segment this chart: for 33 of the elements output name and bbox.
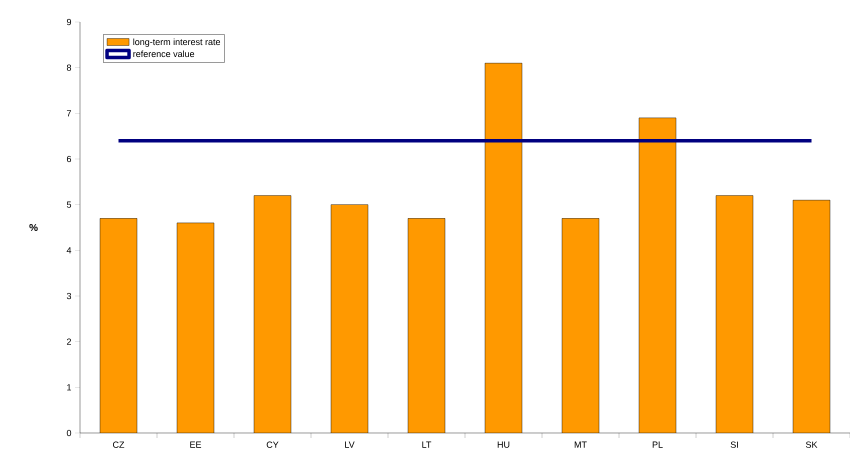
- y-tick-label: 8: [66, 64, 72, 71]
- bar: [485, 63, 522, 433]
- bar: [562, 218, 600, 433]
- x-tick-label: MT: [574, 442, 587, 448]
- x-tick-label: CZ: [112, 442, 124, 448]
- y-tick-label: 3: [66, 292, 72, 300]
- x-tick-label: LT: [422, 442, 432, 448]
- bar: [100, 218, 137, 433]
- bar: [331, 204, 368, 433]
- x-tick-label: SI: [730, 442, 738, 448]
- bar: [639, 118, 676, 433]
- y-tick-label: 0: [66, 430, 72, 436]
- bar: [716, 196, 754, 433]
- x-tick-label: PL: [652, 442, 663, 448]
- x-tick-label: HU: [498, 442, 510, 448]
- x-tick-label: LV: [345, 442, 355, 448]
- y-tick-label: 2: [66, 338, 72, 345]
- legend-label: reference value: [133, 50, 194, 58]
- bar: [792, 200, 830, 433]
- y-tick-label: 5: [66, 202, 72, 208]
- y-tick-label: 1: [67, 384, 72, 390]
- bar: [177, 222, 214, 433]
- bar: [408, 218, 446, 433]
- y-tick-label: 7: [66, 110, 72, 116]
- y-tick-label: 6: [66, 156, 72, 162]
- y-tick-label: 9: [66, 18, 72, 26]
- x-tick-label: EE: [190, 442, 202, 448]
- x-tick-label: SK: [806, 442, 818, 448]
- bar: [254, 196, 292, 433]
- y-tick-label: 4: [66, 247, 72, 254]
- x-tick-label: CY: [266, 442, 279, 448]
- y-axis-title: %: [29, 224, 38, 232]
- legend-label: long-term interest rate: [133, 38, 220, 47]
